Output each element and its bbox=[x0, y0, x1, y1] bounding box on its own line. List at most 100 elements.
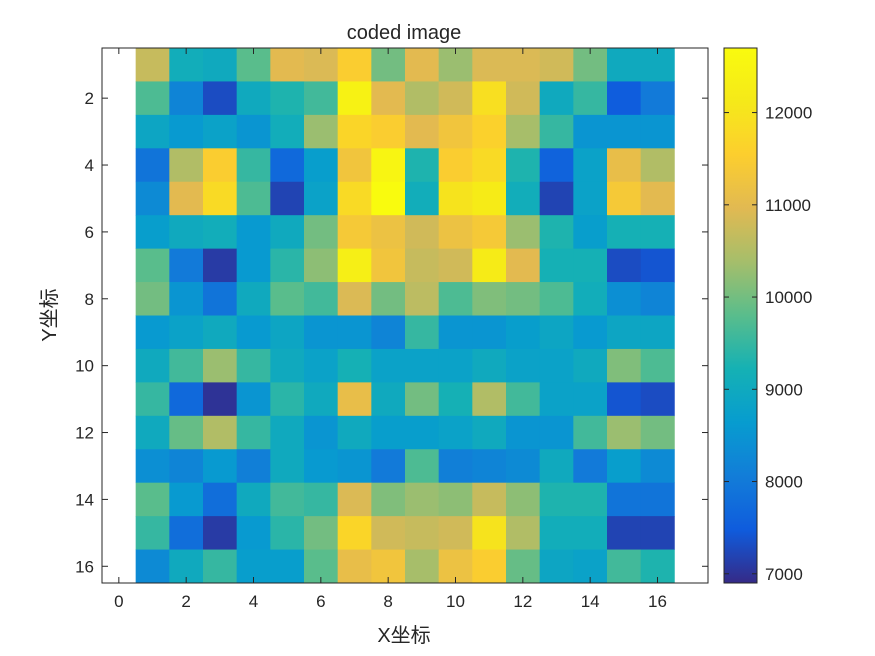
heatmap-cell bbox=[203, 516, 238, 550]
heatmap-cell bbox=[203, 114, 238, 149]
heatmap-cell bbox=[573, 215, 608, 250]
heatmap-cell bbox=[506, 81, 541, 116]
heatmap-cell bbox=[135, 282, 170, 316]
heatmap-cell bbox=[203, 348, 238, 383]
heatmap-cell bbox=[337, 449, 372, 484]
heatmap-cell bbox=[607, 81, 642, 116]
heatmap-cell bbox=[539, 348, 574, 383]
heatmap-cell bbox=[438, 415, 473, 450]
heatmap-cell bbox=[270, 48, 305, 82]
heatmap-cell bbox=[539, 114, 574, 149]
heatmap-cell bbox=[438, 148, 473, 183]
heatmap-cell bbox=[607, 48, 642, 82]
heatmap-cell bbox=[405, 48, 440, 82]
heatmap-cell bbox=[169, 415, 204, 450]
heatmap-cell bbox=[472, 248, 507, 283]
heatmap-cell bbox=[539, 549, 574, 584]
heatmap-cell bbox=[135, 315, 170, 350]
heatmap-cell bbox=[337, 348, 372, 383]
heatmap-cell bbox=[236, 415, 271, 450]
heatmap-cell bbox=[573, 415, 608, 450]
heatmap-cell bbox=[506, 248, 541, 283]
heatmap-cell bbox=[607, 148, 642, 183]
heatmap-cell bbox=[405, 482, 440, 517]
colorbar-tick-label: 11000 bbox=[765, 196, 811, 215]
heatmap-cell bbox=[337, 48, 372, 82]
heatmap-cell bbox=[371, 482, 406, 517]
heatmap-cell bbox=[169, 382, 204, 417]
heatmap-cell bbox=[438, 382, 473, 417]
heatmap-cell bbox=[304, 348, 339, 383]
heatmap-cell bbox=[438, 282, 473, 316]
heatmap-cell bbox=[337, 415, 372, 450]
colorbar-tick-label: 9000 bbox=[765, 380, 803, 399]
heatmap-cell bbox=[337, 315, 372, 350]
x-tick-label: 6 bbox=[316, 592, 325, 611]
y-axis: 2 4 6 8 10 12 14 16 bbox=[75, 89, 708, 576]
heatmap-cell bbox=[640, 81, 675, 116]
heatmap-cell bbox=[472, 148, 507, 183]
heatmap-cell bbox=[607, 181, 642, 216]
heatmap-cell bbox=[236, 148, 271, 183]
heatmap-cell bbox=[169, 348, 204, 383]
heatmap-cell bbox=[472, 415, 507, 450]
heatmap-cell bbox=[640, 348, 675, 383]
heatmap-cell bbox=[135, 181, 170, 216]
heatmap-cell bbox=[203, 282, 238, 316]
heatmap-cell bbox=[405, 282, 440, 316]
heatmap-cell bbox=[607, 248, 642, 283]
heatmap-cell bbox=[236, 215, 271, 250]
heatmap-cell bbox=[438, 315, 473, 350]
heatmap-cell bbox=[304, 382, 339, 417]
heatmap-cell bbox=[169, 282, 204, 316]
heatmap-cell bbox=[405, 516, 440, 550]
heatmap-cell bbox=[203, 382, 238, 417]
heatmap-cell bbox=[472, 549, 507, 584]
heatmap-cell bbox=[573, 114, 608, 149]
heatmap-cell bbox=[236, 315, 271, 350]
heatmap-cell bbox=[438, 348, 473, 383]
heatmap-cell bbox=[405, 382, 440, 417]
heatmap-cell bbox=[573, 248, 608, 283]
heatmap-cell bbox=[270, 482, 305, 517]
heatmap-cell bbox=[405, 114, 440, 149]
heatmap-cell bbox=[371, 181, 406, 216]
heatmap-cell bbox=[640, 382, 675, 417]
heatmap-cell bbox=[135, 415, 170, 450]
heatmap-cell bbox=[438, 181, 473, 216]
heatmap-cell bbox=[236, 248, 271, 283]
heatmap-cell bbox=[304, 81, 339, 116]
heatmap-cell bbox=[135, 516, 170, 550]
heatmap-cell bbox=[607, 449, 642, 484]
heatmap-cell bbox=[607, 282, 642, 316]
heatmap-cell bbox=[506, 114, 541, 149]
heatmap-cell bbox=[169, 449, 204, 484]
heatmap-cell bbox=[472, 449, 507, 484]
heatmap-cell bbox=[607, 348, 642, 383]
heatmap-cell bbox=[472, 114, 507, 149]
heatmap-cell bbox=[304, 181, 339, 216]
y-tick-label: 6 bbox=[85, 223, 94, 242]
heatmap-cell bbox=[539, 248, 574, 283]
heatmap-cell bbox=[203, 215, 238, 250]
heatmap-cell bbox=[135, 449, 170, 484]
heatmap-cell bbox=[472, 382, 507, 417]
heatmap-cell bbox=[472, 215, 507, 250]
y-tick-label: 2 bbox=[85, 89, 94, 108]
heatmap-cell bbox=[371, 148, 406, 183]
heatmap-cell bbox=[203, 549, 238, 584]
heatmap-cell bbox=[135, 114, 170, 149]
heatmap-cell bbox=[135, 215, 170, 250]
heatmap-cell bbox=[405, 415, 440, 450]
heatmap-cell bbox=[405, 549, 440, 584]
heatmap-cell bbox=[573, 181, 608, 216]
y-tick-label: 4 bbox=[85, 156, 94, 175]
heatmap-cell bbox=[236, 449, 271, 484]
heatmap-cell bbox=[607, 415, 642, 450]
heatmap-cell bbox=[506, 348, 541, 383]
heatmap-cell bbox=[506, 282, 541, 316]
heatmap-cell bbox=[337, 148, 372, 183]
heatmap-cell bbox=[405, 81, 440, 116]
heatmap-cell bbox=[371, 348, 406, 383]
heatmap-cell bbox=[169, 516, 204, 550]
